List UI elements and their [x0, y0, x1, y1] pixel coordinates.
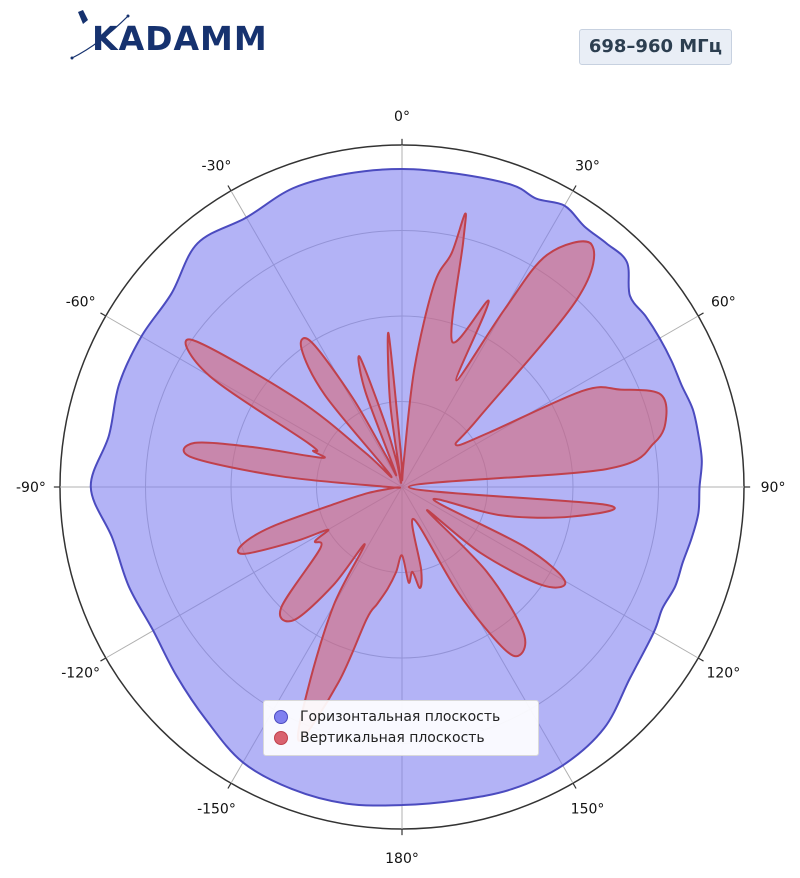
polar-tick-mark [572, 185, 577, 192]
logo-wordmark: KADAMM [92, 19, 268, 58]
legend-label-vertical: Вертикальная плоскость [300, 730, 485, 746]
series-vertical [182, 212, 668, 742]
polar-tick-mark [100, 312, 107, 317]
legend-label-horizontal: Горизонтальная плоскость [300, 709, 501, 725]
kadamm-logo [70, 10, 130, 60]
legend-marker-vertical [274, 731, 288, 745]
polar-tick-mark [100, 657, 107, 662]
angle-tick-label: -120° [61, 666, 100, 682]
legend-item-horizontal: Горизонтальная плоскость [274, 707, 500, 727]
angle-tick-labels: 0° 30° 60° 90° 120° 150° 180° -150° -120° -90° -60… [16, 109, 785, 867]
angle-tick-label: 0° [394, 109, 410, 125]
angle-tick-label: -30° [202, 159, 232, 175]
angle-tick-label: 180° [385, 851, 419, 867]
angle-tick-label: 150° [571, 801, 605, 817]
polar-tick-mark [227, 185, 232, 192]
frequency-badge: 698–960 МГц [578, 29, 732, 65]
angle-tick-label: 30° [575, 159, 600, 175]
angle-tick-label: -60° [66, 294, 96, 310]
legend-item-vertical: Вертикальная плоскость [274, 728, 485, 748]
polar-tick-mark [227, 782, 232, 789]
polar-tick-mark [572, 782, 577, 789]
polar-tick-mark [697, 657, 704, 662]
legend: Горизонтальная плоскость Вертикальная пл… [263, 700, 539, 756]
angle-tick-label: 90° [761, 480, 786, 496]
angle-tick-label: 60° [711, 294, 736, 310]
angle-tick-label: -90° [16, 480, 46, 496]
legend-marker-horizontal [274, 710, 288, 724]
series-layer [89, 167, 703, 807]
polar-tick-mark [697, 312, 704, 317]
angle-tick-label: -150° [197, 801, 236, 817]
angle-tick-label: 120° [706, 666, 740, 682]
